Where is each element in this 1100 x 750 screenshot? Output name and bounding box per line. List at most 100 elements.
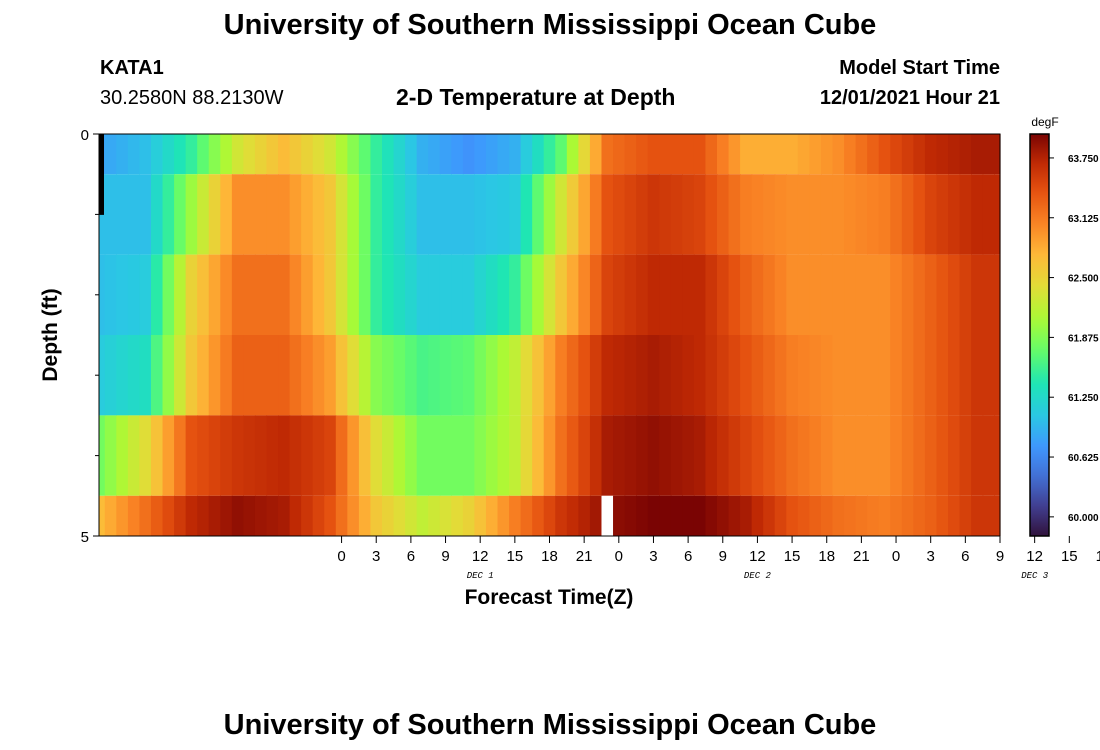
heatmap-cell <box>924 254 938 335</box>
heatmap-cell <box>393 134 406 175</box>
x-day-label: DEC 1 <box>467 571 494 581</box>
colorbar-tick-label: 61.250 <box>1068 393 1099 404</box>
x-day-label: DEC 2 <box>744 571 772 581</box>
heatmap-cell <box>335 495 348 536</box>
heatmap-cell <box>208 335 221 416</box>
heatmap-cell <box>520 254 533 335</box>
heatmap-cell <box>266 335 279 416</box>
heatmap-cells <box>99 134 1001 536</box>
heatmap-cell <box>670 134 683 175</box>
heatmap-cell <box>844 415 857 496</box>
heatmap-cell <box>601 415 614 496</box>
heatmap-cell <box>497 254 510 335</box>
heatmap-cell <box>867 335 880 416</box>
heatmap-cell <box>740 174 753 255</box>
heatmap-cell <box>497 335 510 416</box>
heatmap-cell <box>555 495 568 536</box>
heatmap-cell <box>439 415 452 496</box>
colorbar-tick-label: 60.625 <box>1068 453 1099 464</box>
heatmap-cell <box>832 335 845 416</box>
heatmap-cell <box>913 174 926 255</box>
heatmap-cell <box>393 495 406 536</box>
heatmap-cell <box>405 174 418 255</box>
heatmap-cell <box>774 174 787 255</box>
heatmap-cell <box>301 254 314 335</box>
heatmap-cell <box>520 134 533 175</box>
heatmap-cell <box>740 415 753 496</box>
heatmap-cell <box>786 134 799 175</box>
heatmap-cell <box>589 335 603 416</box>
heatmap-cell <box>266 415 279 496</box>
heatmap-cell <box>855 415 868 496</box>
heatmap-cell <box>867 134 880 175</box>
heatmap-cell <box>231 174 244 255</box>
x-tick-label: 0 <box>337 548 345 565</box>
heatmap-cell <box>867 174 880 255</box>
heatmap-cell <box>994 254 1001 335</box>
heatmap-cell <box>127 254 141 335</box>
heatmap-cell <box>220 335 233 416</box>
heatmap-cell <box>197 415 210 496</box>
heatmap-cell <box>809 415 822 496</box>
heatmap-cell <box>462 495 476 536</box>
heatmap-cell <box>382 174 395 255</box>
heatmap-cell <box>832 254 845 335</box>
heatmap-cell <box>716 254 730 335</box>
heatmap-cell <box>613 254 626 335</box>
heatmap-cell <box>405 495 418 536</box>
heatmap-cell <box>740 495 753 536</box>
x-tick-label: 0 <box>615 548 623 565</box>
heatmap-cell <box>971 415 984 496</box>
x-tick-label: 9 <box>719 548 727 565</box>
heatmap-cell <box>150 415 164 496</box>
heatmap-cell <box>520 174 533 255</box>
heatmap-cell <box>936 335 949 416</box>
heatmap-cell <box>347 134 360 175</box>
heatmap-cell <box>370 174 383 255</box>
heatmap-cell <box>289 335 302 416</box>
heatmap-cell <box>774 335 787 416</box>
colorbar-tick-label: 60.000 <box>1068 513 1099 524</box>
colorbar-tick-label: 63.750 <box>1068 154 1099 165</box>
heatmap-cell <box>624 254 637 335</box>
heatmap-cell <box>855 254 868 335</box>
y-tick-label: 5 <box>81 529 89 546</box>
heatmap-cell <box>878 415 891 496</box>
heatmap-cell <box>208 174 221 255</box>
heatmap-cell <box>254 254 268 335</box>
heatmap-cell <box>439 134 452 175</box>
heatmap-cell <box>266 134 279 175</box>
heatmap-cell <box>555 415 568 496</box>
heatmap-cell <box>127 174 141 255</box>
heatmap-cell <box>254 174 268 255</box>
heatmap-cell <box>474 335 487 416</box>
heatmap-cell <box>555 174 568 255</box>
heatmap-cell <box>890 415 903 496</box>
y-axis-label: Depth (ft) <box>39 288 62 381</box>
heatmap-cell <box>382 415 395 496</box>
heatmap-cell <box>555 254 568 335</box>
heatmap-cell <box>509 415 522 496</box>
heatmap-cell <box>636 174 649 255</box>
heatmap-cell <box>613 495 626 536</box>
heatmap-cell <box>994 174 1001 255</box>
heatmap-cell <box>636 335 649 416</box>
heatmap-cell <box>624 415 637 496</box>
colorbar: degF 63.750 63.125 62.500 61.875 61.250 60.62… <box>1029 115 1099 537</box>
heatmap-cell <box>324 134 337 175</box>
heatmap-cell <box>982 415 995 496</box>
heatmap-cell <box>278 335 291 416</box>
heatmap-cell <box>139 335 152 416</box>
heatmap-cell <box>162 134 175 175</box>
heatmap-cell <box>278 495 291 536</box>
heatmap-cell <box>994 335 1001 416</box>
heatmap-cell <box>127 415 141 496</box>
heatmap-cell <box>971 254 984 335</box>
heatmap-cell <box>139 174 152 255</box>
heatmap-cell <box>485 174 499 255</box>
heatmap-cell <box>982 495 995 536</box>
heatmap-cell <box>185 415 198 496</box>
heatmap-cell <box>301 415 314 496</box>
heatmap-cell <box>116 134 129 175</box>
colorbar-tick-label: 63.125 <box>1068 214 1099 225</box>
